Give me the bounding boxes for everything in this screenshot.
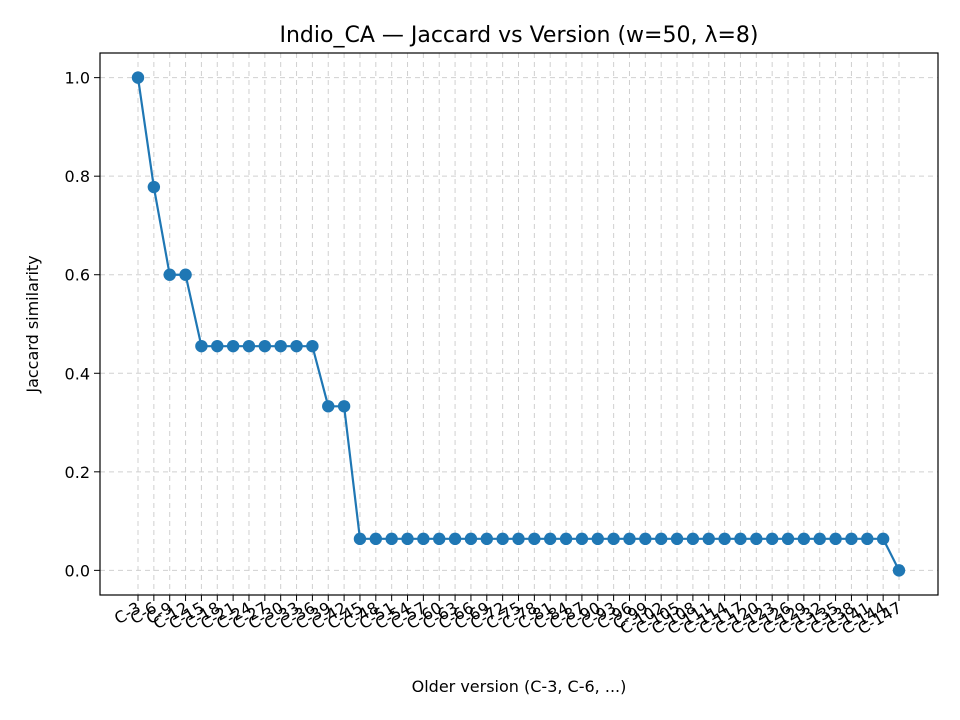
- data-point: [322, 400, 335, 413]
- y-tick-label: 0.0: [65, 561, 90, 580]
- y-tick-label: 0.2: [65, 463, 90, 482]
- data-point: [734, 532, 747, 546]
- series-layer: [131, 71, 906, 577]
- data-point: [385, 532, 398, 546]
- data-point: [829, 532, 842, 546]
- data-point: [195, 339, 208, 353]
- data-point: [290, 339, 303, 353]
- data-point: [702, 532, 715, 546]
- data-point: [147, 180, 161, 194]
- data-point: [448, 532, 462, 546]
- grid-layer: [100, 53, 938, 595]
- data-point: [163, 268, 176, 281]
- data-point: [845, 532, 858, 546]
- y-tick-label: 0.8: [65, 167, 90, 186]
- data-point: [750, 532, 763, 546]
- data-point: [876, 532, 890, 546]
- data-point: [401, 532, 414, 546]
- data-point: [480, 532, 493, 546]
- data-point: [211, 339, 224, 353]
- data-point: [591, 532, 604, 546]
- data-point: [464, 532, 478, 546]
- data-point: [496, 532, 509, 546]
- data-point: [797, 532, 811, 546]
- data-point: [654, 532, 668, 546]
- data-point: [765, 532, 779, 546]
- y-tick-label: 0.6: [65, 266, 90, 285]
- data-point: [179, 268, 192, 281]
- data-point: [781, 532, 795, 546]
- data-point: [369, 532, 383, 546]
- data-point: [528, 532, 541, 546]
- data-point: [353, 532, 367, 546]
- x-axis-label: Older version (C-3, C-6, ...): [412, 677, 627, 696]
- data-point: [686, 532, 700, 546]
- data-point: [337, 400, 351, 413]
- data-point: [607, 532, 620, 546]
- data-point: [670, 532, 684, 546]
- data-point: [512, 532, 525, 546]
- data-point: [131, 71, 145, 84]
- y-tick-label: 0.4: [65, 364, 90, 383]
- data-point: [274, 339, 287, 353]
- data-point: [417, 532, 430, 546]
- data-point: [306, 339, 319, 353]
- data-point: [575, 532, 589, 546]
- data-point: [242, 339, 256, 353]
- data-point: [258, 339, 272, 353]
- data-point: [623, 532, 636, 546]
- data-point: [718, 532, 731, 546]
- data-point: [861, 532, 874, 546]
- data-point: [544, 532, 557, 546]
- chart-title: Indio_CA — Jaccard vs Version (w=50, λ=8…: [279, 23, 758, 48]
- data-point: [892, 564, 906, 577]
- y-tick-label: 1.0: [65, 69, 90, 88]
- data-point: [226, 339, 240, 353]
- data-point: [559, 532, 573, 546]
- tick-layer: C-3C-6C-9C-12C-15C-18C-21C-24C-27C-30C-3…: [65, 69, 905, 639]
- data-point: [433, 532, 446, 546]
- data-point: [813, 532, 826, 546]
- data-point: [639, 532, 652, 546]
- y-axis-label: Jaccard similarity: [23, 255, 42, 393]
